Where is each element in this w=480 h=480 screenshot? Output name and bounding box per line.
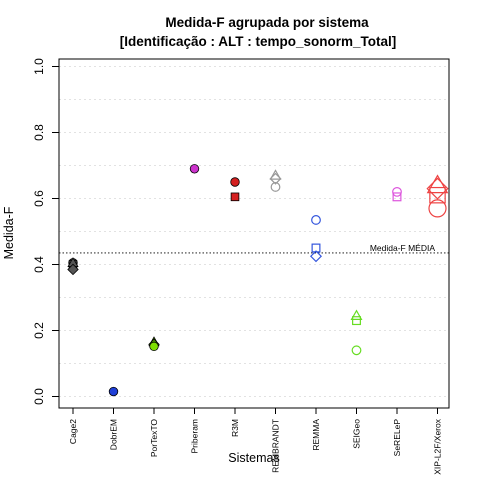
point-triangle [350, 309, 363, 320]
point-circle [108, 386, 119, 397]
point-circle [270, 182, 281, 192]
chart-title-line-2: [Identificação : ALT : tempo_sonorm_Tota… [120, 34, 397, 49]
point-circle [351, 345, 362, 356]
point-diamond [67, 263, 79, 276]
reference-line: Medida-F MÉDIA [59, 243, 449, 254]
point-circle [230, 177, 240, 187]
category-label: Cage2 [68, 419, 78, 444]
point-square [230, 192, 240, 202]
y-tick-label: 0.6 [32, 190, 46, 207]
plot-frame [58, 58, 450, 409]
grid [59, 66, 449, 397]
category-label: XIP-L2F/Xerox [433, 418, 443, 474]
point-circle [189, 164, 200, 174]
category-label: REMBRANDT [271, 419, 281, 473]
point-square [392, 192, 402, 202]
plot-points [67, 164, 449, 397]
chart-title-line-1: Medida-F agrupada por sistema [165, 15, 369, 30]
y-tick-label: 0.2 [32, 322, 46, 339]
category-label: SeRELeP [392, 419, 402, 457]
point-triangle [269, 169, 282, 180]
x-axis-label: Sistemas [228, 451, 279, 465]
category-label: SEIGeo [352, 419, 362, 449]
point-diamond [269, 172, 282, 185]
y-axis-label: Medida-F [2, 206, 16, 259]
point-circle [392, 186, 402, 197]
category-label: R3M [230, 419, 240, 437]
point-square [429, 186, 446, 204]
category-label: DobrEM [109, 419, 119, 450]
y-tick-label: 0.0 [32, 388, 46, 405]
mean-line-label: Medida-F MÉDIA [370, 243, 436, 253]
point-circle [428, 199, 447, 218]
y-tick-label: 1.0 [32, 58, 46, 75]
point-diamond [426, 177, 449, 200]
y-tick-label: 0.8 [32, 124, 46, 141]
category-label: REMMA [311, 419, 321, 451]
category-label: Priberam [190, 419, 200, 453]
x-axis: Cage2 DobrEM PorTexTO Priberam R3M REMBRANDT R… [68, 408, 443, 475]
y-tick-label: 0.4 [32, 256, 46, 273]
point-circle [149, 341, 159, 352]
point-diamond [309, 250, 323, 263]
category-label: PorTexTO [149, 419, 159, 457]
y-axis: 0.0 0.2 0.4 0.6 0.8 1.0 [32, 58, 59, 405]
point-circle [311, 215, 321, 225]
point-square [352, 316, 361, 326]
